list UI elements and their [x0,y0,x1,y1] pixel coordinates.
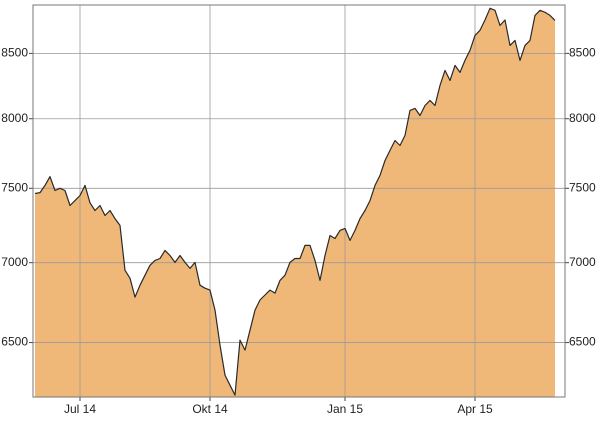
x-tick-label: Okt 14 [192,402,228,416]
y-tick-label: 8000 [1,111,28,125]
y2-tick-label: 6500 [569,335,596,349]
x-tick-label: Apr 15 [457,402,493,416]
x-tick-label: Jan 15 [327,402,363,416]
y-tick-label: 6500 [1,335,28,349]
y2-tick-label: 7000 [569,255,596,269]
y-tick-label: 8500 [1,46,28,60]
line [34,7,556,396]
area [35,8,555,398]
x-tick-label: Jul 14 [64,402,96,416]
y-tick-label: 7000 [1,255,28,269]
plot-border [32,4,566,398]
y-tick-label: 7500 [1,180,28,194]
y2-tick-label: 8500 [569,46,596,60]
y2-tick-label: 8000 [569,111,596,125]
y2-tick-label: 7500 [569,180,596,194]
